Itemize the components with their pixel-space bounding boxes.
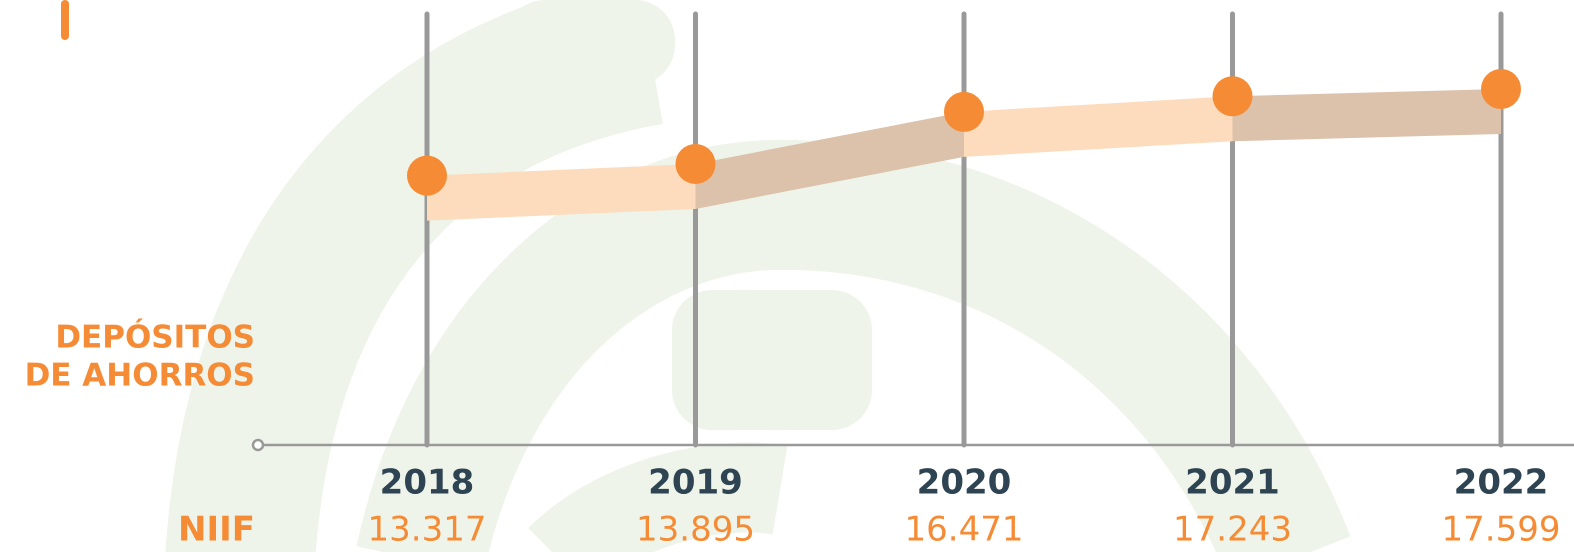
x-tick-label: 2019 — [648, 463, 743, 503]
accent-bar — [61, 0, 69, 40]
chart-title: DEPÓSITOS — [55, 319, 255, 356]
chart: DEPÓSITOS DE AHORROS 2018 2019 2020 2021 202… — [0, 0, 1574, 552]
value-label: 16.471 — [905, 510, 1024, 550]
series-label: NIIF — [178, 510, 255, 550]
chart-title: DE AHORROS — [25, 358, 255, 394]
value-label: 13.317 — [368, 510, 487, 550]
shape — [505, 0, 675, 85]
band-segment — [964, 96, 1233, 157]
page: DEPÓSITOS DE AHORROS 2018 2019 2020 2021 202… — [0, 0, 1574, 552]
shape — [672, 290, 872, 430]
data-point — [676, 144, 716, 184]
x-tick-label: 2021 — [1185, 463, 1280, 503]
data-point — [1213, 76, 1253, 116]
value-label: 17.243 — [1173, 510, 1292, 550]
x-tick-label: 2018 — [380, 463, 475, 503]
band-segment — [1233, 89, 1502, 141]
value-label: 13.895 — [636, 510, 755, 550]
x-tick-label: 2022 — [1454, 463, 1549, 503]
data-point — [407, 156, 447, 196]
data-point — [944, 92, 984, 132]
axis-start — [253, 440, 263, 450]
value-label: 17.599 — [1442, 510, 1561, 550]
data-point — [1481, 69, 1521, 109]
x-tick-label: 2020 — [917, 463, 1012, 503]
